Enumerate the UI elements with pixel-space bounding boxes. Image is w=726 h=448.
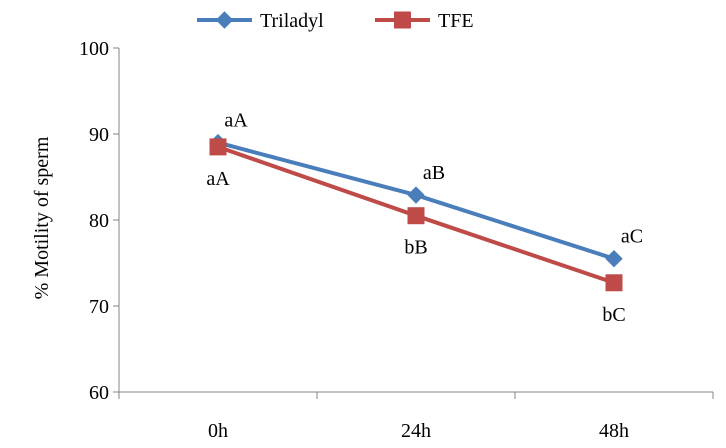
- data-label: aC: [621, 226, 643, 248]
- legend-label-tfe: TFE: [438, 10, 474, 32]
- data-label: bB: [404, 237, 427, 259]
- y-axis-label: % Motility of sperm: [31, 136, 53, 299]
- axes: 60 70 80 90 100 0h 24h 48h: [79, 38, 714, 442]
- data-label: aB: [423, 162, 445, 184]
- data-label: aA: [206, 168, 230, 190]
- legend-label-triladyl: Triladyl: [260, 10, 324, 32]
- legend-marker-triladyl: [215, 11, 234, 29]
- x-tick-label: 48h: [599, 420, 629, 442]
- x-tick-label: 0h: [208, 420, 228, 442]
- data-label: aA: [224, 110, 248, 132]
- data-point-tfe: [605, 274, 623, 292]
- data-point-triladyl: [407, 186, 425, 204]
- data-point-tfe: [407, 207, 425, 225]
- data-label: bC: [602, 304, 625, 326]
- y-tick-label: 70: [89, 296, 109, 318]
- x-tick-label: 24h: [401, 420, 431, 442]
- y-tick-label: 100: [79, 38, 109, 60]
- data-point-tfe: [209, 138, 227, 156]
- data-point-triladyl: [605, 249, 623, 268]
- y-tick-label: 90: [89, 124, 109, 146]
- data-label-layer: aA aB aC aA bB bC: [206, 110, 643, 326]
- series-layer: [209, 133, 623, 292]
- legend: Triladyl TFE: [197, 10, 474, 32]
- y-tick-label: 80: [89, 210, 109, 232]
- y-tick-label: 60: [89, 382, 109, 404]
- legend-marker-tfe: [394, 11, 411, 29]
